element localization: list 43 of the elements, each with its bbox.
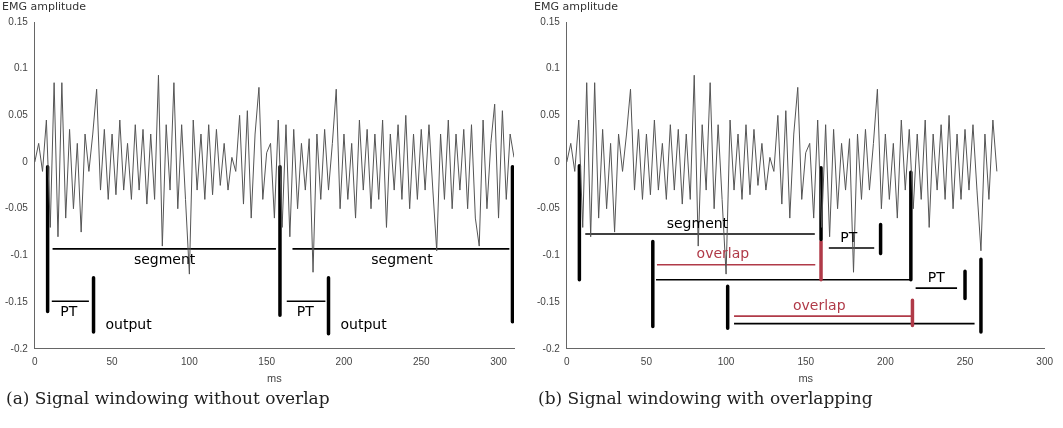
y-tick-label: -0.05 xyxy=(537,202,561,214)
x-axis-title: ms xyxy=(798,372,814,385)
x-tick-label: 300 xyxy=(490,355,508,367)
annotation: overlap xyxy=(792,296,846,313)
annotation: PT xyxy=(296,302,315,319)
x-tick-label: 100 xyxy=(717,355,735,367)
y-tick-label: 0.15 xyxy=(540,15,561,27)
y-tick-label: -0.15 xyxy=(5,295,29,307)
y-tick-label: 0 xyxy=(22,155,29,167)
x-tick-label: 150 xyxy=(797,355,815,367)
y-axis-title: EMG amplitude xyxy=(2,0,87,14)
x-tick-label: 0 xyxy=(32,355,39,367)
annotation: PT xyxy=(927,268,946,285)
x-tick-label: 0 xyxy=(564,355,571,367)
text: (a) Signal windowing without overlap xyxy=(5,388,331,408)
x-tick-label: 50 xyxy=(640,355,653,367)
x-tick-label: 50 xyxy=(106,355,119,367)
y-tick-label: -0.1 xyxy=(542,249,561,261)
y-tick-label: 0.15 xyxy=(8,15,29,27)
text: (b) Signal windowing with overlapping xyxy=(537,388,874,408)
y-tick-label: 0.05 xyxy=(8,109,29,121)
y-tick-label: -0.05 xyxy=(5,202,29,214)
y-tick-label: -0.2 xyxy=(10,342,29,354)
x-tick-label: 100 xyxy=(181,355,199,367)
y-tick-label: -0.1 xyxy=(10,249,29,261)
y-tick-label: -0.15 xyxy=(537,295,561,307)
y-tick-label: 0.05 xyxy=(540,109,561,121)
x-tick-label: 300 xyxy=(1036,355,1054,367)
x-tick-label: 250 xyxy=(412,355,431,367)
annotation: segment xyxy=(371,250,434,267)
y-tick-label: -0.2 xyxy=(542,342,561,354)
x-tick-label: 200 xyxy=(335,355,353,367)
y-tick-label: 0 xyxy=(554,155,561,167)
x-tick-label: 200 xyxy=(877,355,895,367)
annotation: output xyxy=(105,316,153,333)
y-axis-title: EMG amplitude xyxy=(534,0,619,14)
annotation: PT xyxy=(60,302,78,319)
y-tick-label: 0.1 xyxy=(545,62,561,74)
y-tick-label: 0.1 xyxy=(13,62,29,74)
x-tick-label: 250 xyxy=(956,355,974,367)
annotation: output xyxy=(340,316,388,333)
x-axis-title: ms xyxy=(267,372,283,385)
x-tick-label: 150 xyxy=(258,355,276,367)
